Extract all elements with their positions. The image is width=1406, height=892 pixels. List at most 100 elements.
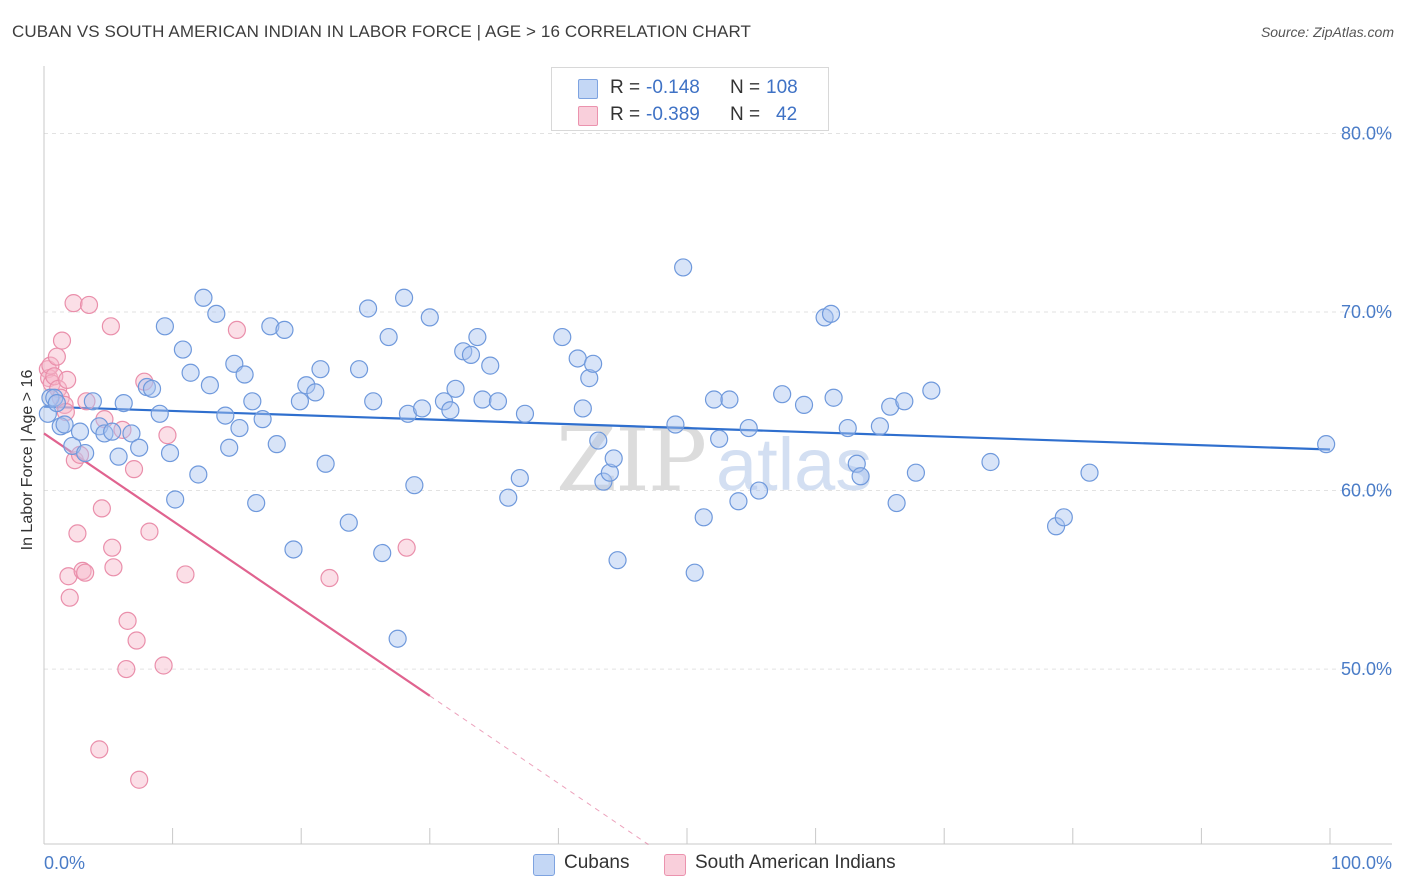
point-south-american-indians — [124, 460, 144, 479]
point-south-american-indians — [118, 611, 137, 630]
legend-n-value: 108 — [766, 77, 798, 98]
point-cubans — [473, 390, 492, 409]
point-cubans — [981, 452, 1000, 472]
point-cubans — [515, 404, 535, 423]
legend-r-label: R = — [610, 77, 641, 98]
point-cubans — [290, 392, 310, 411]
point-cubans — [729, 492, 748, 511]
point-south-american-indians — [41, 356, 60, 375]
point-south-american-indians — [90, 740, 109, 759]
legend-r-value: -0.389 — [646, 104, 700, 125]
point-cubans — [674, 258, 693, 277]
point-cubans — [55, 415, 74, 434]
point-cubans — [247, 493, 266, 513]
point-cubans — [420, 308, 439, 327]
point-cubans — [870, 417, 890, 436]
legend-n-label: N = — [730, 77, 761, 98]
series-legend: Cubans South American Indians — [0, 852, 1406, 878]
point-south-american-indians — [60, 588, 79, 607]
point-cubans — [364, 392, 383, 411]
point-cubans — [297, 376, 316, 395]
point-cubans — [306, 383, 325, 402]
point-cubans — [83, 392, 102, 411]
trend-line-south-american-indians — [43, 432, 431, 697]
point-cubans — [114, 393, 133, 413]
point-cubans — [773, 385, 792, 404]
point-cubans — [398, 404, 418, 423]
point-cubans — [481, 356, 500, 375]
watermark: ZIP atlas — [556, 408, 872, 511]
trend-line-cubans — [43, 405, 1331, 451]
point-cubans — [851, 467, 870, 486]
y-tick-label: 80.0% — [1341, 124, 1392, 144]
point-cubans — [887, 493, 906, 513]
point-cubans — [316, 454, 335, 473]
point-cubans — [261, 317, 280, 336]
point-cubans — [739, 418, 758, 438]
point-cubans — [130, 438, 149, 457]
point-south-american-indians — [103, 538, 122, 557]
point-cubans — [568, 349, 587, 368]
point-cubans — [388, 629, 407, 648]
point-cubans — [499, 488, 518, 507]
point-south-american-indians — [176, 565, 195, 584]
point-cubans — [600, 463, 619, 482]
point-south-american-indians — [227, 320, 246, 340]
chart-title: CUBAN VS SOUTH AMERICAN INDIAN IN LABOR … — [12, 22, 752, 41]
trend-line-extension — [429, 695, 649, 845]
point-cubans — [461, 345, 481, 364]
legend-swatch-cubans — [578, 79, 598, 99]
point-south-american-indians — [154, 656, 173, 675]
point-cubans — [895, 392, 914, 411]
point-cubans — [103, 422, 122, 441]
point-cubans — [253, 410, 272, 429]
legend-label-sai: South American Indians — [695, 852, 896, 873]
point-cubans — [243, 392, 262, 411]
legend-swatch-sai — [664, 854, 686, 876]
point-cubans — [821, 304, 841, 323]
point-south-american-indians — [397, 538, 416, 557]
point-cubans — [339, 513, 358, 532]
point-south-american-indians — [65, 451, 84, 470]
grid-lines — [44, 133, 1392, 670]
point-cubans — [594, 472, 613, 491]
legend-n-value: 42 — [776, 104, 798, 125]
points — [38, 258, 1336, 789]
point-cubans — [394, 288, 414, 307]
point-cubans — [109, 447, 128, 466]
x-tick-label: 0.0% — [44, 853, 85, 873]
axes — [43, 66, 1392, 845]
point-cubans — [412, 399, 432, 418]
point-cubans — [194, 288, 213, 307]
point-cubans — [1317, 435, 1336, 454]
point-south-american-indians — [58, 370, 77, 389]
point-south-american-indians — [73, 561, 92, 580]
point-cubans — [166, 490, 185, 509]
point-south-american-indians — [76, 563, 95, 582]
point-cubans — [220, 438, 239, 457]
point-cubans — [749, 481, 769, 500]
legend-swatch-cubans — [533, 854, 555, 876]
legend-n-label: N = — [730, 104, 761, 125]
point-cubans — [189, 465, 208, 484]
point-cubans — [666, 415, 685, 434]
point-south-american-indians — [47, 347, 66, 366]
point-cubans — [173, 340, 192, 359]
point-cubans — [794, 395, 814, 414]
point-cubans — [881, 397, 900, 416]
point-south-american-indians — [79, 295, 99, 315]
point-cubans — [216, 406, 235, 425]
point-cubans — [230, 418, 249, 438]
point-cubans — [824, 388, 843, 407]
legend-row-cubans: R = -0.148 N = 108 — [552, 74, 828, 100]
point-cubans — [468, 327, 487, 347]
point-cubans — [694, 508, 713, 527]
point-cubans — [589, 431, 608, 450]
point-cubans — [604, 449, 623, 468]
point-cubans — [446, 379, 465, 398]
y-tick-label: 60.0% — [1341, 481, 1392, 501]
point-south-american-indians — [104, 558, 123, 577]
point-cubans — [584, 354, 603, 373]
point-cubans — [488, 392, 508, 411]
tick-labels: 50.0% 60.0% 70.0% 80.0% 0.0% 100.0% — [44, 124, 1392, 873]
